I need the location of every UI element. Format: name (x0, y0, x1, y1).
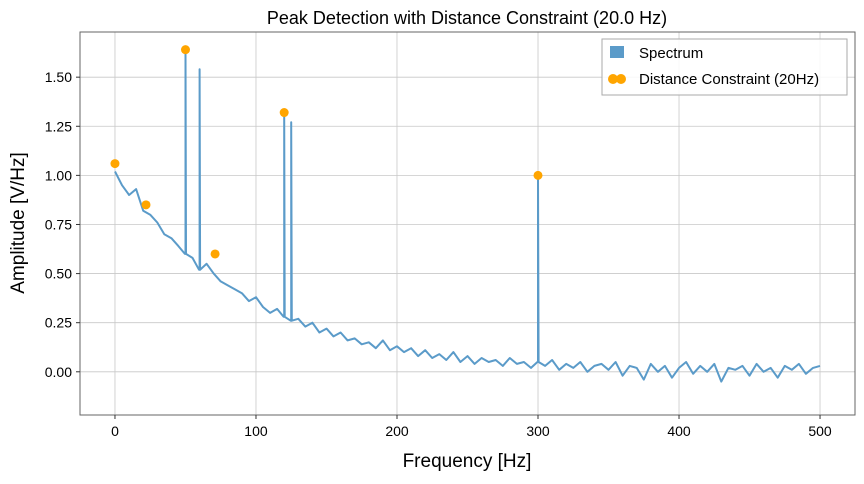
y-tick-label: 1.25 (45, 118, 72, 134)
y-tick-label: 1.50 (45, 69, 72, 85)
peak-marker (533, 170, 543, 180)
peak-marker (210, 249, 220, 259)
legend-box (601, 38, 848, 96)
x-tick-label: 0 (111, 423, 119, 439)
ticks: 0 100 200 300 400 500 0.00 0.25 0.50 0.75 1.00 1.25… (45, 69, 832, 439)
legend-marker-peaks (616, 74, 626, 84)
plot-area (110, 45, 821, 383)
x-tick-label: 100 (244, 423, 268, 439)
x-axis-label: Frequency [Hz] (403, 451, 532, 472)
x-tick-label: 500 (808, 423, 832, 439)
y-tick-label: 0.00 (45, 364, 72, 380)
legend: Spectrum Distance Constraint (20Hz) (601, 38, 848, 96)
spectrum-line (114, 48, 821, 383)
y-tick-label: 1.00 (45, 167, 72, 183)
x-tick-label: 300 (526, 423, 550, 439)
x-tick-label: 200 (385, 423, 409, 439)
legend-marker-peaks (608, 74, 618, 84)
chart-title: Peak Detection with Distance Constraint … (267, 8, 667, 28)
x-tick-label: 400 (667, 423, 691, 439)
legend-label-spectrum: Spectrum (639, 45, 703, 62)
axes-frame (79, 31, 856, 416)
peak-marker (141, 200, 151, 210)
peak-marker (279, 108, 289, 118)
y-axis-label: Amplitude [V/Hz] (8, 152, 29, 294)
legend-swatch-spectrum (610, 46, 624, 58)
peak-marker (180, 45, 190, 55)
peak-marker (110, 159, 120, 169)
y-tick-label: 0.50 (45, 266, 72, 282)
legend-label-peaks: Distance Constraint (20Hz) (639, 71, 819, 88)
y-tick-label: 0.75 (45, 216, 72, 232)
y-tick-label: 0.25 (45, 315, 72, 331)
